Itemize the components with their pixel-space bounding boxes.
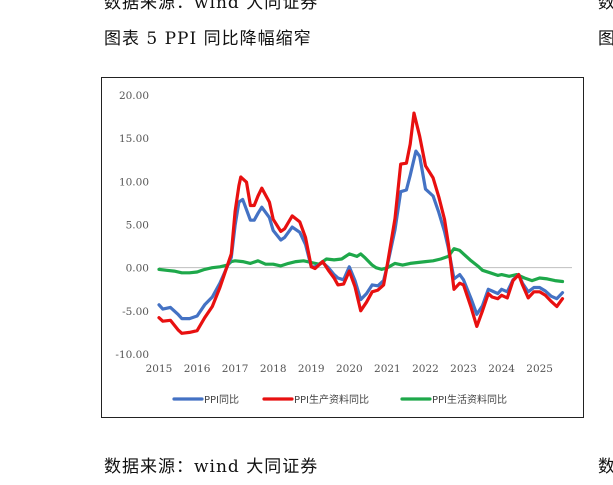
y-axis-ticks: 20.00 15.00 10.00 5.00 0.00 -5.00 -10.00 (115, 90, 149, 361)
cropped-edge-text: 数 (598, 0, 613, 13)
x-tick-label: 2022 (412, 363, 439, 375)
x-tick-label: 2023 (450, 363, 477, 375)
y-tick-label: 15.00 (119, 133, 149, 145)
x-tick-label: 2019 (298, 363, 325, 375)
x-axis-ticks: 2015 2016 2017 2018 2019 2020 2021 2022 2023 2024… (146, 363, 553, 375)
cropped-edge-text: 数 (598, 457, 613, 477)
x-tick-label: 2017 (222, 363, 249, 375)
y-tick-label: 10.00 (119, 176, 149, 188)
top-source-note: 数据来源：wind 大同证券 (104, 0, 319, 13)
legend-label: PPI生活资料同比 (432, 393, 507, 406)
x-tick-label: 2024 (488, 363, 515, 375)
series-line-2 (157, 247, 565, 284)
figure-caption: 图表 5 PPI 同比降幅缩窄 (104, 29, 312, 49)
x-tick-label: 2025 (526, 363, 553, 375)
y-tick-label: -10.00 (115, 349, 149, 361)
y-tick-label: 5.00 (126, 220, 149, 232)
series-line-0 (157, 149, 565, 321)
y-tick-label: -5.00 (122, 306, 149, 318)
series-line-1 (157, 111, 565, 335)
x-tick-label: 2020 (336, 363, 363, 375)
cropped-edge-text: 图 (598, 29, 613, 49)
y-tick-label: 0.00 (126, 263, 149, 275)
legend-label: PPI生产资料同比 (294, 393, 369, 406)
x-tick-label: 2021 (374, 363, 401, 375)
legend: PPI同比 PPI生产资料同比 PPI生活资料同比 (172, 393, 507, 406)
series-lines (157, 111, 565, 335)
x-tick-label: 2016 (184, 363, 211, 375)
x-tick-label: 2015 (146, 363, 173, 375)
bottom-source-note: 数据来源：wind 大同证券 (104, 457, 319, 477)
y-tick-label: 20.00 (119, 90, 149, 102)
legend-label: PPI同比 (204, 394, 239, 406)
chart-frame: 20.00 15.00 10.00 5.00 0.00 -5.00 -10.00 2015 2… (101, 77, 584, 418)
x-tick-label: 2018 (260, 363, 287, 375)
